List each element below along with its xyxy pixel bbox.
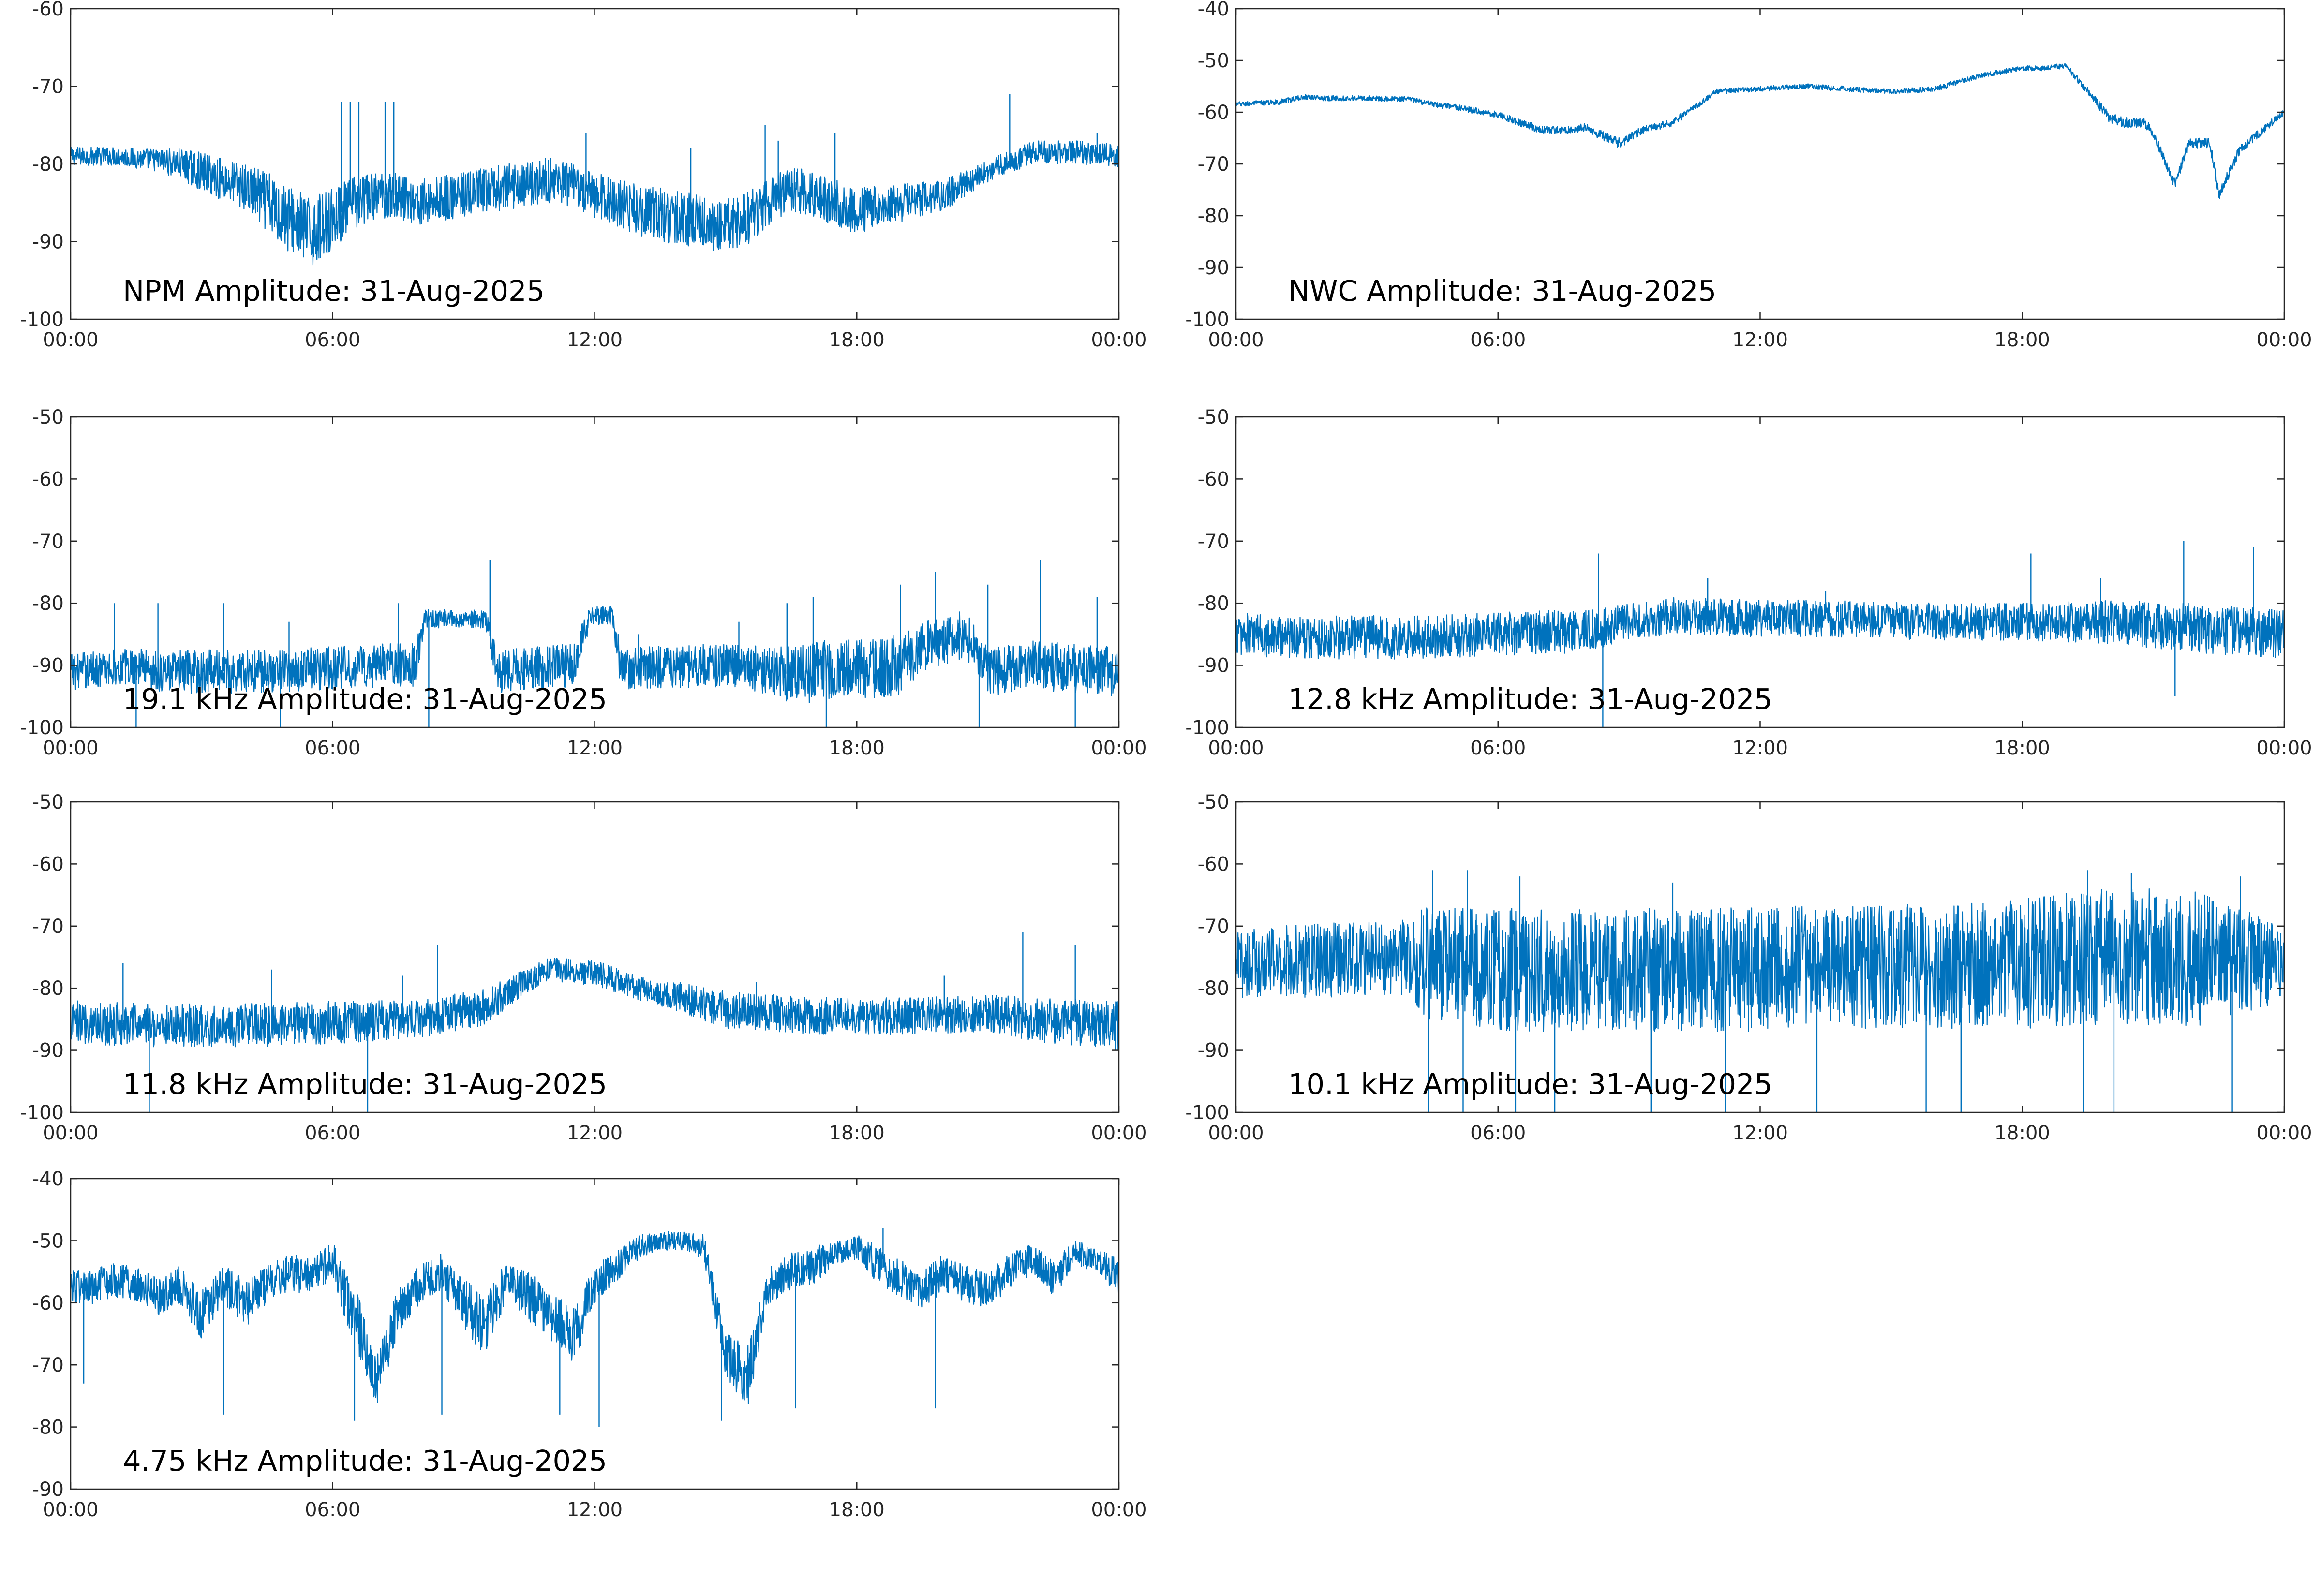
x-tick-label: 00:00 (43, 1499, 98, 1521)
series-line (71, 140, 1119, 266)
x-tick-label: 00:00 (43, 1122, 98, 1144)
panel-title: 19.1 kHz Amplitude: 31-Aug-2025 (123, 682, 607, 716)
panel-title: NPM Amplitude: 31-Aug-2025 (123, 274, 545, 308)
y-tick-label: -70 (32, 1354, 64, 1376)
x-tick-label: 00:00 (1091, 1499, 1146, 1521)
x-tick-label: 12:00 (567, 329, 623, 351)
y-tick-label: -60 (1198, 102, 1229, 124)
x-tick-label: 00:00 (1091, 329, 1146, 351)
x-tick-label: 06:00 (305, 737, 360, 759)
x-tick-label: 06:00 (1470, 1122, 1526, 1144)
panel-19-1-khz: -100 -90 -80 -70 -60 -50 00:00 06:00 12:00 18:00 0… (20, 406, 1146, 759)
y-tick-label: -90 (32, 231, 64, 253)
y-tick-label: -100 (20, 1102, 64, 1124)
y-tick-label: -60 (1198, 853, 1229, 875)
panel-title: 10.1 kHz Amplitude: 31-Aug-2025 (1288, 1067, 1772, 1101)
y-tick-label: -80 (32, 977, 64, 1000)
series-line (71, 606, 1119, 703)
y-tick-label: -80 (1198, 205, 1229, 227)
y-tick-label: -80 (32, 153, 64, 176)
x-tick-label: 00:00 (43, 329, 98, 351)
y-tick-label: -50 (32, 406, 64, 429)
y-tick-label: -80 (32, 592, 64, 615)
x-tick-label: 06:00 (305, 1122, 360, 1144)
y-tick-label: -100 (1185, 1102, 1229, 1124)
x-tick-label: 00:00 (1208, 737, 1264, 759)
x-tick-label: 00:00 (2256, 1122, 2312, 1144)
series-line (71, 1231, 1119, 1404)
x-tick-label: 18:00 (1995, 329, 2050, 351)
y-tick-label: -50 (32, 791, 64, 813)
x-tick-label: 12:00 (1732, 329, 1788, 351)
y-tick-label: -90 (1198, 257, 1229, 279)
x-tick-label: 12:00 (567, 1122, 623, 1144)
panel-10-1-khz: -100 -90 -80 -70 -60 -50 00:00 06:00 12:00 18:00 0… (1185, 791, 2312, 1144)
panel-12-8-khz: -100 -90 -80 -70 -60 -50 00:00 06:00 12:00 18:00 0… (1185, 406, 2312, 759)
panel-11-8-khz: -100 -90 -80 -70 -60 -50 00:00 06:00 12:00 18:00 0… (20, 791, 1146, 1144)
y-tick-label: -80 (1198, 977, 1229, 1000)
x-tick-label: 00:00 (2256, 737, 2312, 759)
panel-title: NWC Amplitude: 31-Aug-2025 (1288, 274, 1716, 308)
series-line (1236, 597, 2284, 660)
y-tick-label: -90 (32, 1040, 64, 1062)
x-tick-label: 06:00 (1470, 737, 1526, 759)
panel-nwc: -100 -90 -80 -70 -60 -50 -40 00:00 06:00 12:00 18:… (1185, 0, 2312, 351)
y-tick-label: -80 (1198, 592, 1229, 615)
series-line (1236, 888, 2284, 1032)
x-tick-label: 00:00 (1091, 737, 1146, 759)
panel-title: 11.8 kHz Amplitude: 31-Aug-2025 (123, 1067, 607, 1101)
x-tick-label: 00:00 (2256, 329, 2312, 351)
y-tick-label: -80 (32, 1417, 64, 1439)
y-tick-label: -100 (20, 309, 64, 331)
y-tick-label: -70 (1198, 153, 1229, 176)
x-tick-label: 18:00 (829, 329, 885, 351)
x-tick-label: 18:00 (829, 1122, 885, 1144)
panel-4-75-khz: -90 -80 -70 -60 -50 -40 00:00 06:00 12:00 18:00 00… (32, 1168, 1147, 1521)
x-tick-label: 00:00 (1208, 1122, 1264, 1144)
x-tick-label: 18:00 (1995, 737, 2050, 759)
y-tick-label: -40 (1198, 0, 1229, 20)
y-tick-label: -70 (1198, 916, 1229, 938)
x-tick-label: 00:00 (1091, 1122, 1146, 1144)
y-tick-label: -90 (32, 655, 64, 677)
y-tick-label: -50 (1198, 406, 1229, 429)
y-tick-label: -60 (32, 853, 64, 875)
y-tick-label: -60 (32, 468, 64, 490)
x-tick-label: 12:00 (1732, 737, 1788, 759)
y-tick-label: -90 (1198, 655, 1229, 677)
x-tick-label: 12:00 (567, 1499, 623, 1521)
x-tick-label: 06:00 (305, 1499, 360, 1521)
x-tick-label: 12:00 (1732, 1122, 1788, 1144)
panel-title: 4.75 kHz Amplitude: 31-Aug-2025 (123, 1444, 607, 1478)
x-tick-label: 18:00 (829, 1499, 885, 1521)
y-tick-label: -70 (32, 531, 64, 553)
y-tick-label: -60 (1198, 468, 1229, 490)
x-tick-label: 12:00 (567, 737, 623, 759)
x-tick-label: 18:00 (829, 737, 885, 759)
y-tick-label: -50 (1198, 791, 1229, 813)
y-tick-label: -100 (1185, 309, 1229, 331)
x-tick-label: 06:00 (1470, 329, 1526, 351)
x-tick-label: 00:00 (1208, 329, 1264, 351)
x-tick-label: 06:00 (305, 329, 360, 351)
y-tick-label: -70 (32, 76, 64, 98)
series-line (1236, 63, 2284, 199)
x-tick-label: 00:00 (43, 737, 98, 759)
panel-npm: -100 -90 -80 -70 -60 00:00 06:00 12:00 18:00 00:0… (20, 0, 1146, 351)
y-tick-label: -100 (1185, 717, 1229, 739)
panel-title: 12.8 kHz Amplitude: 31-Aug-2025 (1288, 682, 1772, 716)
x-tick-label: 18:00 (1995, 1122, 2050, 1144)
y-tick-label: -100 (20, 717, 64, 739)
y-tick-label: -50 (1198, 50, 1229, 72)
y-tick-label: -70 (32, 916, 64, 938)
y-tick-label: -40 (32, 1168, 64, 1190)
y-tick-label: -90 (32, 1478, 64, 1501)
y-tick-label: -60 (32, 1292, 64, 1315)
y-tick-label: -50 (32, 1230, 64, 1252)
y-tick-label: -60 (32, 0, 64, 20)
y-tick-label: -70 (1198, 531, 1229, 553)
y-tick-label: -90 (1198, 1040, 1229, 1062)
